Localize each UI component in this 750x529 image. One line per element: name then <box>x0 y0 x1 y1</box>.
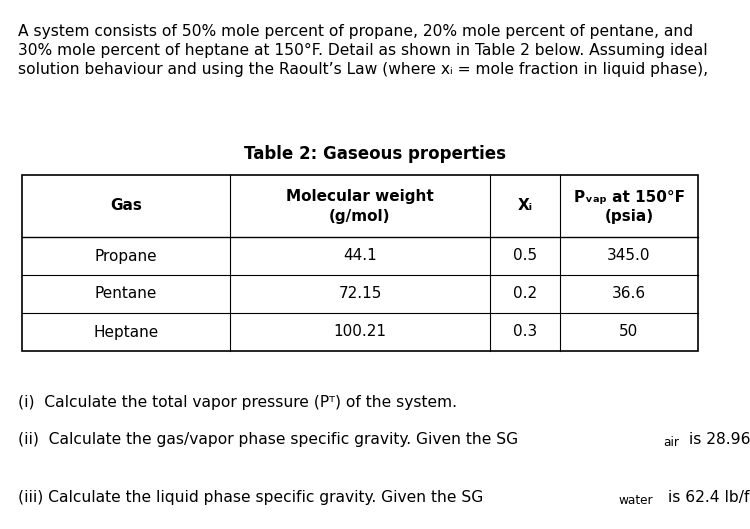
Text: 36.6: 36.6 <box>612 287 646 302</box>
Text: 0.2: 0.2 <box>513 287 537 302</box>
Text: (i)  Calculate the total vapor pressure (Pᵀ) of the system.: (i) Calculate the total vapor pressure (… <box>18 395 457 410</box>
Text: Molecular weight: Molecular weight <box>286 189 434 205</box>
Bar <box>22 175 698 351</box>
Text: Xᵢ: Xᵢ <box>518 198 532 214</box>
Text: A system consists of 50% mole percent of propane, 20% mole percent of pentane, a: A system consists of 50% mole percent of… <box>18 24 693 39</box>
Text: 0.3: 0.3 <box>513 324 537 340</box>
Text: 100.21: 100.21 <box>334 324 386 340</box>
Text: solution behaviour and using the Raoult’s Law (where xᵢ = mole fraction in liqui: solution behaviour and using the Raoult’… <box>18 62 708 77</box>
Text: air: air <box>663 436 680 449</box>
Text: 72.15: 72.15 <box>338 287 382 302</box>
Text: (psia): (psia) <box>604 208 653 223</box>
Text: is 62.4 lb/ft³.: is 62.4 lb/ft³. <box>663 490 750 505</box>
Text: is 28.96 g/mol: is 28.96 g/mol <box>684 432 750 447</box>
Text: water: water <box>618 494 652 507</box>
Text: Pentane: Pentane <box>94 287 158 302</box>
Text: Table 2: Gaseous properties: Table 2: Gaseous properties <box>244 145 506 163</box>
Text: 0.5: 0.5 <box>513 249 537 263</box>
Text: 30% mole percent of heptane at 150°F. Detail as shown in Table 2 below. Assuming: 30% mole percent of heptane at 150°F. De… <box>18 43 708 58</box>
Text: Heptane: Heptane <box>93 324 159 340</box>
Text: Gas: Gas <box>110 198 142 214</box>
Text: 44.1: 44.1 <box>343 249 376 263</box>
Text: (iii) Calculate the liquid phase specific gravity. Given the SG: (iii) Calculate the liquid phase specifi… <box>18 490 483 505</box>
Text: 345.0: 345.0 <box>608 249 651 263</box>
Text: 50: 50 <box>620 324 638 340</box>
Text: Pᵥₐₚ at 150°F: Pᵥₐₚ at 150°F <box>574 189 685 205</box>
Text: (g/mol): (g/mol) <box>329 208 391 223</box>
Text: (ii)  Calculate the gas/vapor phase specific gravity. Given the SG: (ii) Calculate the gas/vapor phase speci… <box>18 432 518 447</box>
Text: Propane: Propane <box>94 249 158 263</box>
